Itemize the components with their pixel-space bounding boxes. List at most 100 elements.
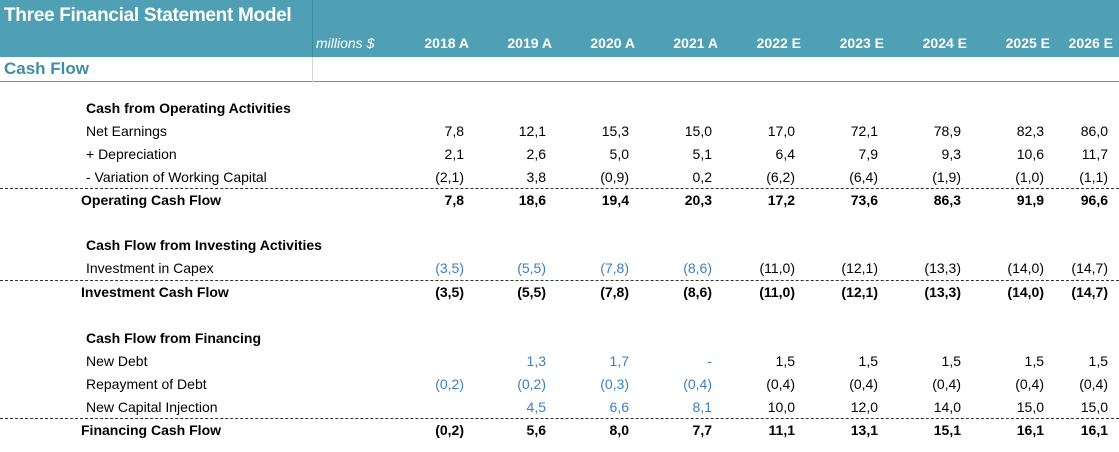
cell[interactable]: 7,8 bbox=[444, 123, 464, 139]
cell[interactable]: (6,2) bbox=[766, 169, 795, 185]
cell[interactable]: (7,8) bbox=[600, 284, 629, 300]
cell[interactable]: 1,5 bbox=[1024, 353, 1044, 369]
cell[interactable]: (0,2) bbox=[435, 422, 464, 438]
cell[interactable]: (14,0) bbox=[1007, 260, 1044, 276]
investing-heading-row[interactable]: Cash Flow from Investing Activities bbox=[0, 234, 1119, 257]
year-header-2024[interactable]: 2024 E bbox=[922, 35, 967, 51]
cell[interactable]: (1,1) bbox=[1079, 169, 1108, 185]
cell[interactable]: 11,7 bbox=[1081, 146, 1108, 162]
cell[interactable]: 15,0 bbox=[1016, 399, 1044, 415]
cell[interactable]: 4,5 bbox=[526, 399, 546, 415]
year-header-2020[interactable]: 2020 A bbox=[590, 35, 635, 51]
cell[interactable]: (0,3) bbox=[600, 376, 629, 392]
cell[interactable]: (8,6) bbox=[683, 284, 712, 300]
cell[interactable]: 86,3 bbox=[933, 192, 961, 208]
cell[interactable]: 0,2 bbox=[692, 169, 712, 185]
operating-heading-row[interactable]: Cash from Operating Activities bbox=[0, 97, 1119, 120]
cell[interactable]: 2,1 bbox=[444, 146, 464, 162]
cell[interactable]: 15,0 bbox=[684, 123, 712, 139]
capex-row[interactable]: Investment in Capex (3,5) (5,5) (7,8) (8… bbox=[0, 257, 1119, 280]
year-header-2026[interactable]: 2026 E bbox=[1068, 35, 1113, 51]
cell[interactable]: 18,6 bbox=[518, 192, 546, 208]
cell[interactable]: (0,9) bbox=[600, 169, 629, 185]
cell[interactable]: 1,3 bbox=[526, 353, 546, 369]
cell[interactable]: 8,1 bbox=[692, 399, 712, 415]
cell[interactable]: 16,1 bbox=[1016, 422, 1044, 438]
cell[interactable]: 1,5 bbox=[941, 353, 961, 369]
cell[interactable]: 17,2 bbox=[767, 192, 795, 208]
cell[interactable]: 20,3 bbox=[684, 192, 712, 208]
cell[interactable]: 11,1 bbox=[768, 422, 795, 438]
cell[interactable]: 14,0 bbox=[933, 399, 961, 415]
cell[interactable]: 15,1 bbox=[933, 422, 961, 438]
cell[interactable]: 91,9 bbox=[1016, 192, 1044, 208]
cell[interactable]: 12,1 bbox=[518, 123, 546, 139]
units-label[interactable]: millions $ bbox=[316, 35, 375, 51]
cell[interactable]: (8,6) bbox=[683, 260, 712, 276]
cell[interactable]: 1,5 bbox=[858, 353, 878, 369]
cell[interactable]: 86,0 bbox=[1080, 123, 1108, 139]
cell[interactable]: (13,3) bbox=[924, 260, 961, 276]
cell[interactable]: 17,0 bbox=[767, 123, 795, 139]
cell[interactable]: 6,6 bbox=[609, 399, 629, 415]
cell[interactable]: (0,4) bbox=[1079, 376, 1108, 392]
cell[interactable]: (1,0) bbox=[1015, 169, 1044, 185]
cell[interactable]: 9,3 bbox=[941, 146, 961, 162]
cell[interactable]: (0,4) bbox=[932, 376, 961, 392]
operating-total-row[interactable]: Operating Cash Flow 7,8 18,6 19,4 20,3 1… bbox=[0, 188, 1119, 211]
year-header-2018[interactable]: 2018 A bbox=[424, 35, 469, 51]
depreciation-row[interactable]: + Depreciation 2,1 2,6 5,0 5,1 6,4 7,9 9… bbox=[0, 143, 1119, 166]
cell[interactable]: (6,4) bbox=[849, 169, 878, 185]
cell[interactable]: 96,6 bbox=[1080, 192, 1108, 208]
cell[interactable]: 1,5 bbox=[1088, 353, 1108, 369]
cell[interactable]: 16,1 bbox=[1080, 422, 1108, 438]
cell[interactable]: 5,6 bbox=[526, 422, 546, 438]
cell[interactable]: - bbox=[707, 353, 712, 369]
cell[interactable]: 13,1 bbox=[850, 422, 878, 438]
cell[interactable]: 5,0 bbox=[609, 146, 629, 162]
model-title[interactable]: Three Financial Statement Model bbox=[4, 5, 292, 26]
cell[interactable]: (11,0) bbox=[759, 284, 795, 300]
cell[interactable]: (1,9) bbox=[932, 169, 961, 185]
cell[interactable]: (0,2) bbox=[517, 376, 546, 392]
cell[interactable]: (5,5) bbox=[517, 284, 546, 300]
year-header-2021[interactable]: 2021 A bbox=[673, 35, 718, 51]
cell[interactable]: 2,6 bbox=[526, 146, 546, 162]
cell[interactable]: (12,1) bbox=[841, 260, 878, 276]
cell[interactable]: 72,1 bbox=[850, 123, 878, 139]
cell[interactable]: 8,0 bbox=[609, 422, 629, 438]
cell[interactable]: (3,5) bbox=[435, 284, 464, 300]
cell[interactable]: 15,0 bbox=[1080, 399, 1108, 415]
cell[interactable]: 1,5 bbox=[775, 353, 795, 369]
financing-heading-row[interactable]: Cash Flow from Financing bbox=[0, 327, 1119, 350]
cell[interactable]: 15,3 bbox=[601, 123, 629, 139]
year-header-2023[interactable]: 2023 E bbox=[839, 35, 884, 51]
cell[interactable]: (0,4) bbox=[1015, 376, 1044, 392]
cell[interactable]: (3,5) bbox=[435, 260, 464, 276]
year-header-2019[interactable]: 2019 A bbox=[507, 35, 552, 51]
cell[interactable]: (7,8) bbox=[600, 260, 629, 276]
cell[interactable]: 7,7 bbox=[692, 422, 712, 438]
cell[interactable]: 3,8 bbox=[526, 169, 546, 185]
cell[interactable]: 5,1 bbox=[692, 146, 712, 162]
cell[interactable]: (5,5) bbox=[517, 260, 546, 276]
cell[interactable]: 7,9 bbox=[858, 146, 878, 162]
financing-total-row[interactable]: Financing Cash Flow (0,2) 5,6 8,0 7,7 11… bbox=[0, 418, 1119, 441]
capital-injection-row[interactable]: New Capital Injection 4,5 6,6 8,1 10,0 1… bbox=[0, 396, 1119, 419]
cell[interactable]: 6,4 bbox=[775, 146, 795, 162]
cell[interactable]: (14,7) bbox=[1071, 260, 1108, 276]
cell[interactable]: 19,4 bbox=[601, 192, 629, 208]
cell[interactable]: (12,1) bbox=[841, 284, 878, 300]
cell[interactable]: 78,9 bbox=[933, 123, 961, 139]
cell[interactable]: (14,0) bbox=[1007, 284, 1044, 300]
cell[interactable]: (0,4) bbox=[766, 376, 795, 392]
cell[interactable]: (0,2) bbox=[435, 376, 464, 392]
net-earnings-row[interactable]: Net Earnings 7,8 12,1 15,3 15,0 17,0 72,… bbox=[0, 120, 1119, 143]
section-title[interactable]: Cash Flow bbox=[4, 59, 90, 78]
cell[interactable]: (11,0) bbox=[759, 260, 795, 276]
cell[interactable]: 73,6 bbox=[850, 192, 878, 208]
cell[interactable]: (0,4) bbox=[849, 376, 878, 392]
cell[interactable]: (0,4) bbox=[683, 376, 712, 392]
new-debt-row[interactable]: New Debt 1,3 1,7 - 1,5 1,5 1,5 1,5 1,5 bbox=[0, 350, 1119, 373]
cell[interactable]: (14,7) bbox=[1071, 284, 1108, 300]
